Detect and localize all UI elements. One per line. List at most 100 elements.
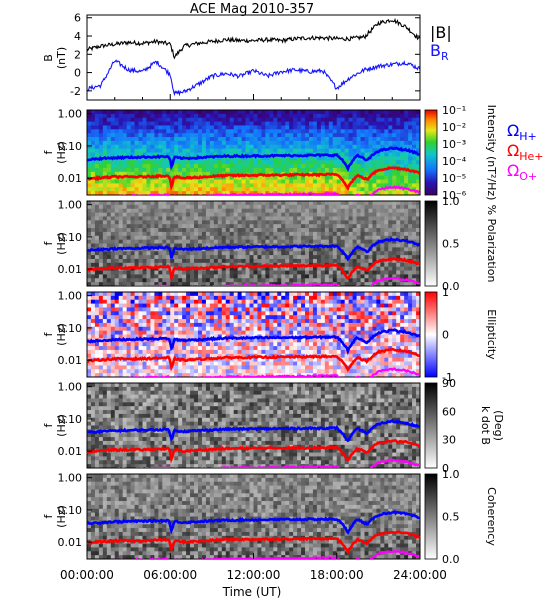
spectrogram-cell bbox=[166, 270, 171, 275]
spectrogram-cell bbox=[213, 152, 219, 157]
spectrogram-cell bbox=[118, 113, 124, 119]
spectrogram-cell bbox=[312, 160, 318, 165]
spectrogram-cell bbox=[400, 140, 405, 146]
spectrogram-cell bbox=[384, 171, 389, 177]
spectrogram-cell bbox=[396, 228, 401, 233]
spectrogram-cell bbox=[293, 167, 298, 173]
spectrogram-cell bbox=[166, 326, 171, 332]
spectrogram-cell bbox=[233, 156, 239, 161]
spectrogram-cell bbox=[158, 140, 163, 146]
spectrogram-cell bbox=[380, 220, 385, 225]
spectrogram-cell bbox=[114, 129, 120, 134]
spectrogram-cell bbox=[416, 187, 421, 192]
spectrogram-cell bbox=[170, 228, 175, 233]
spectrogram-cell bbox=[392, 270, 397, 275]
spectrogram-cell bbox=[269, 175, 274, 180]
spectrogram-cell bbox=[106, 258, 112, 264]
spectrogram-cell bbox=[332, 266, 338, 271]
spectrogram-cell bbox=[190, 258, 195, 264]
spectrogram-cell bbox=[392, 235, 397, 241]
spectrogram-cell bbox=[257, 349, 262, 355]
spectrogram-cell bbox=[94, 140, 100, 146]
spectrogram-cell bbox=[233, 140, 239, 146]
spectrogram-cell bbox=[293, 361, 298, 366]
spectrogram-cell bbox=[178, 144, 183, 150]
spectrogram-cell bbox=[146, 365, 151, 370]
spectrogram-cell bbox=[249, 129, 254, 134]
spectrogram-cell bbox=[102, 255, 108, 260]
spectrogram-cell bbox=[376, 220, 381, 225]
spectrogram-cell bbox=[396, 239, 401, 244]
spectrogram-cell bbox=[352, 220, 357, 225]
spectrogram-cell bbox=[110, 251, 116, 256]
spectrogram-cell bbox=[209, 282, 215, 287]
spectrogram-cell bbox=[404, 212, 409, 217]
spectrogram-cell bbox=[257, 175, 262, 180]
spectrogram-cell bbox=[90, 353, 96, 359]
spectrogram-cell bbox=[309, 255, 314, 260]
spectrogram-cell bbox=[261, 191, 266, 196]
spectrogram-cell bbox=[90, 303, 96, 308]
spectrogram-cell bbox=[178, 295, 183, 301]
spectrogram-cell bbox=[158, 239, 163, 244]
spectrogram-cell bbox=[241, 295, 246, 301]
spectrogram-cell bbox=[241, 361, 246, 366]
spectrogram-cell bbox=[269, 110, 274, 115]
spectrogram-cell bbox=[368, 216, 373, 221]
spectrogram-cell bbox=[245, 373, 250, 378]
spectrogram-cell bbox=[297, 183, 302, 188]
spectrogram-cell bbox=[162, 235, 167, 241]
spectrogram-cell bbox=[241, 183, 246, 188]
spectrogram-cell bbox=[90, 187, 96, 192]
spectrogram-cell bbox=[364, 212, 369, 217]
spectrogram-cell bbox=[178, 255, 183, 260]
spectrogram-cell bbox=[332, 208, 338, 213]
spectrogram-cell bbox=[364, 160, 369, 165]
spectrogram-cell bbox=[348, 262, 353, 268]
spectrogram-cell bbox=[368, 258, 373, 264]
spectrogram-cell bbox=[237, 311, 242, 316]
spectrogram-cell bbox=[380, 140, 385, 146]
spectrogram-cell bbox=[261, 270, 266, 275]
spectrogram-cell bbox=[396, 179, 401, 184]
spectrogram-cell bbox=[198, 262, 203, 268]
spectrogram-cell bbox=[297, 144, 302, 150]
spectrogram-cell bbox=[166, 334, 171, 339]
spectrogram-cell bbox=[396, 247, 401, 252]
spectrogram-cell bbox=[87, 303, 92, 308]
spectrogram-cell bbox=[316, 125, 322, 130]
spectrogram-cell bbox=[194, 231, 199, 237]
spectrogram-cell bbox=[87, 187, 92, 192]
spectrogram-cell bbox=[225, 148, 231, 153]
spectrogram-cell bbox=[289, 183, 294, 188]
spectrogram-cell bbox=[348, 187, 353, 192]
spectrogram-cell bbox=[106, 201, 112, 206]
spectrogram-cell bbox=[273, 330, 278, 335]
spectrogram-cell bbox=[221, 148, 227, 153]
spectrogram-cell bbox=[233, 349, 239, 355]
spectrogram-cell bbox=[293, 113, 298, 119]
spectrogram-cell bbox=[110, 303, 116, 308]
spectrogram-cell bbox=[190, 179, 195, 184]
spectrogram-cell bbox=[281, 129, 286, 134]
spectrogram-cell bbox=[178, 262, 183, 268]
gyro-line-0 bbox=[87, 146, 420, 173]
spectrogram-cell bbox=[356, 270, 361, 275]
spectrogram-cell bbox=[142, 239, 147, 244]
spectrogram-cell bbox=[118, 183, 124, 188]
spectrogram-cell bbox=[221, 110, 227, 115]
spectrogram-cell bbox=[332, 251, 338, 256]
spectrogram-cell bbox=[178, 282, 183, 287]
spectrogram-cell bbox=[297, 228, 302, 233]
spectrogram-cell bbox=[388, 113, 393, 119]
spectrogram-cell bbox=[269, 121, 274, 126]
spectrogram-cell bbox=[352, 140, 357, 146]
spectrogram-cell bbox=[106, 160, 112, 165]
spectrogram-cell bbox=[174, 299, 179, 304]
spectrogram-cell bbox=[150, 361, 155, 366]
spectrogram-cell bbox=[340, 121, 346, 126]
spectrogram-cell bbox=[344, 137, 350, 142]
spectrogram-cell bbox=[360, 117, 365, 122]
spectrogram-cell bbox=[293, 346, 298, 351]
spectrogram-cell bbox=[249, 357, 254, 362]
